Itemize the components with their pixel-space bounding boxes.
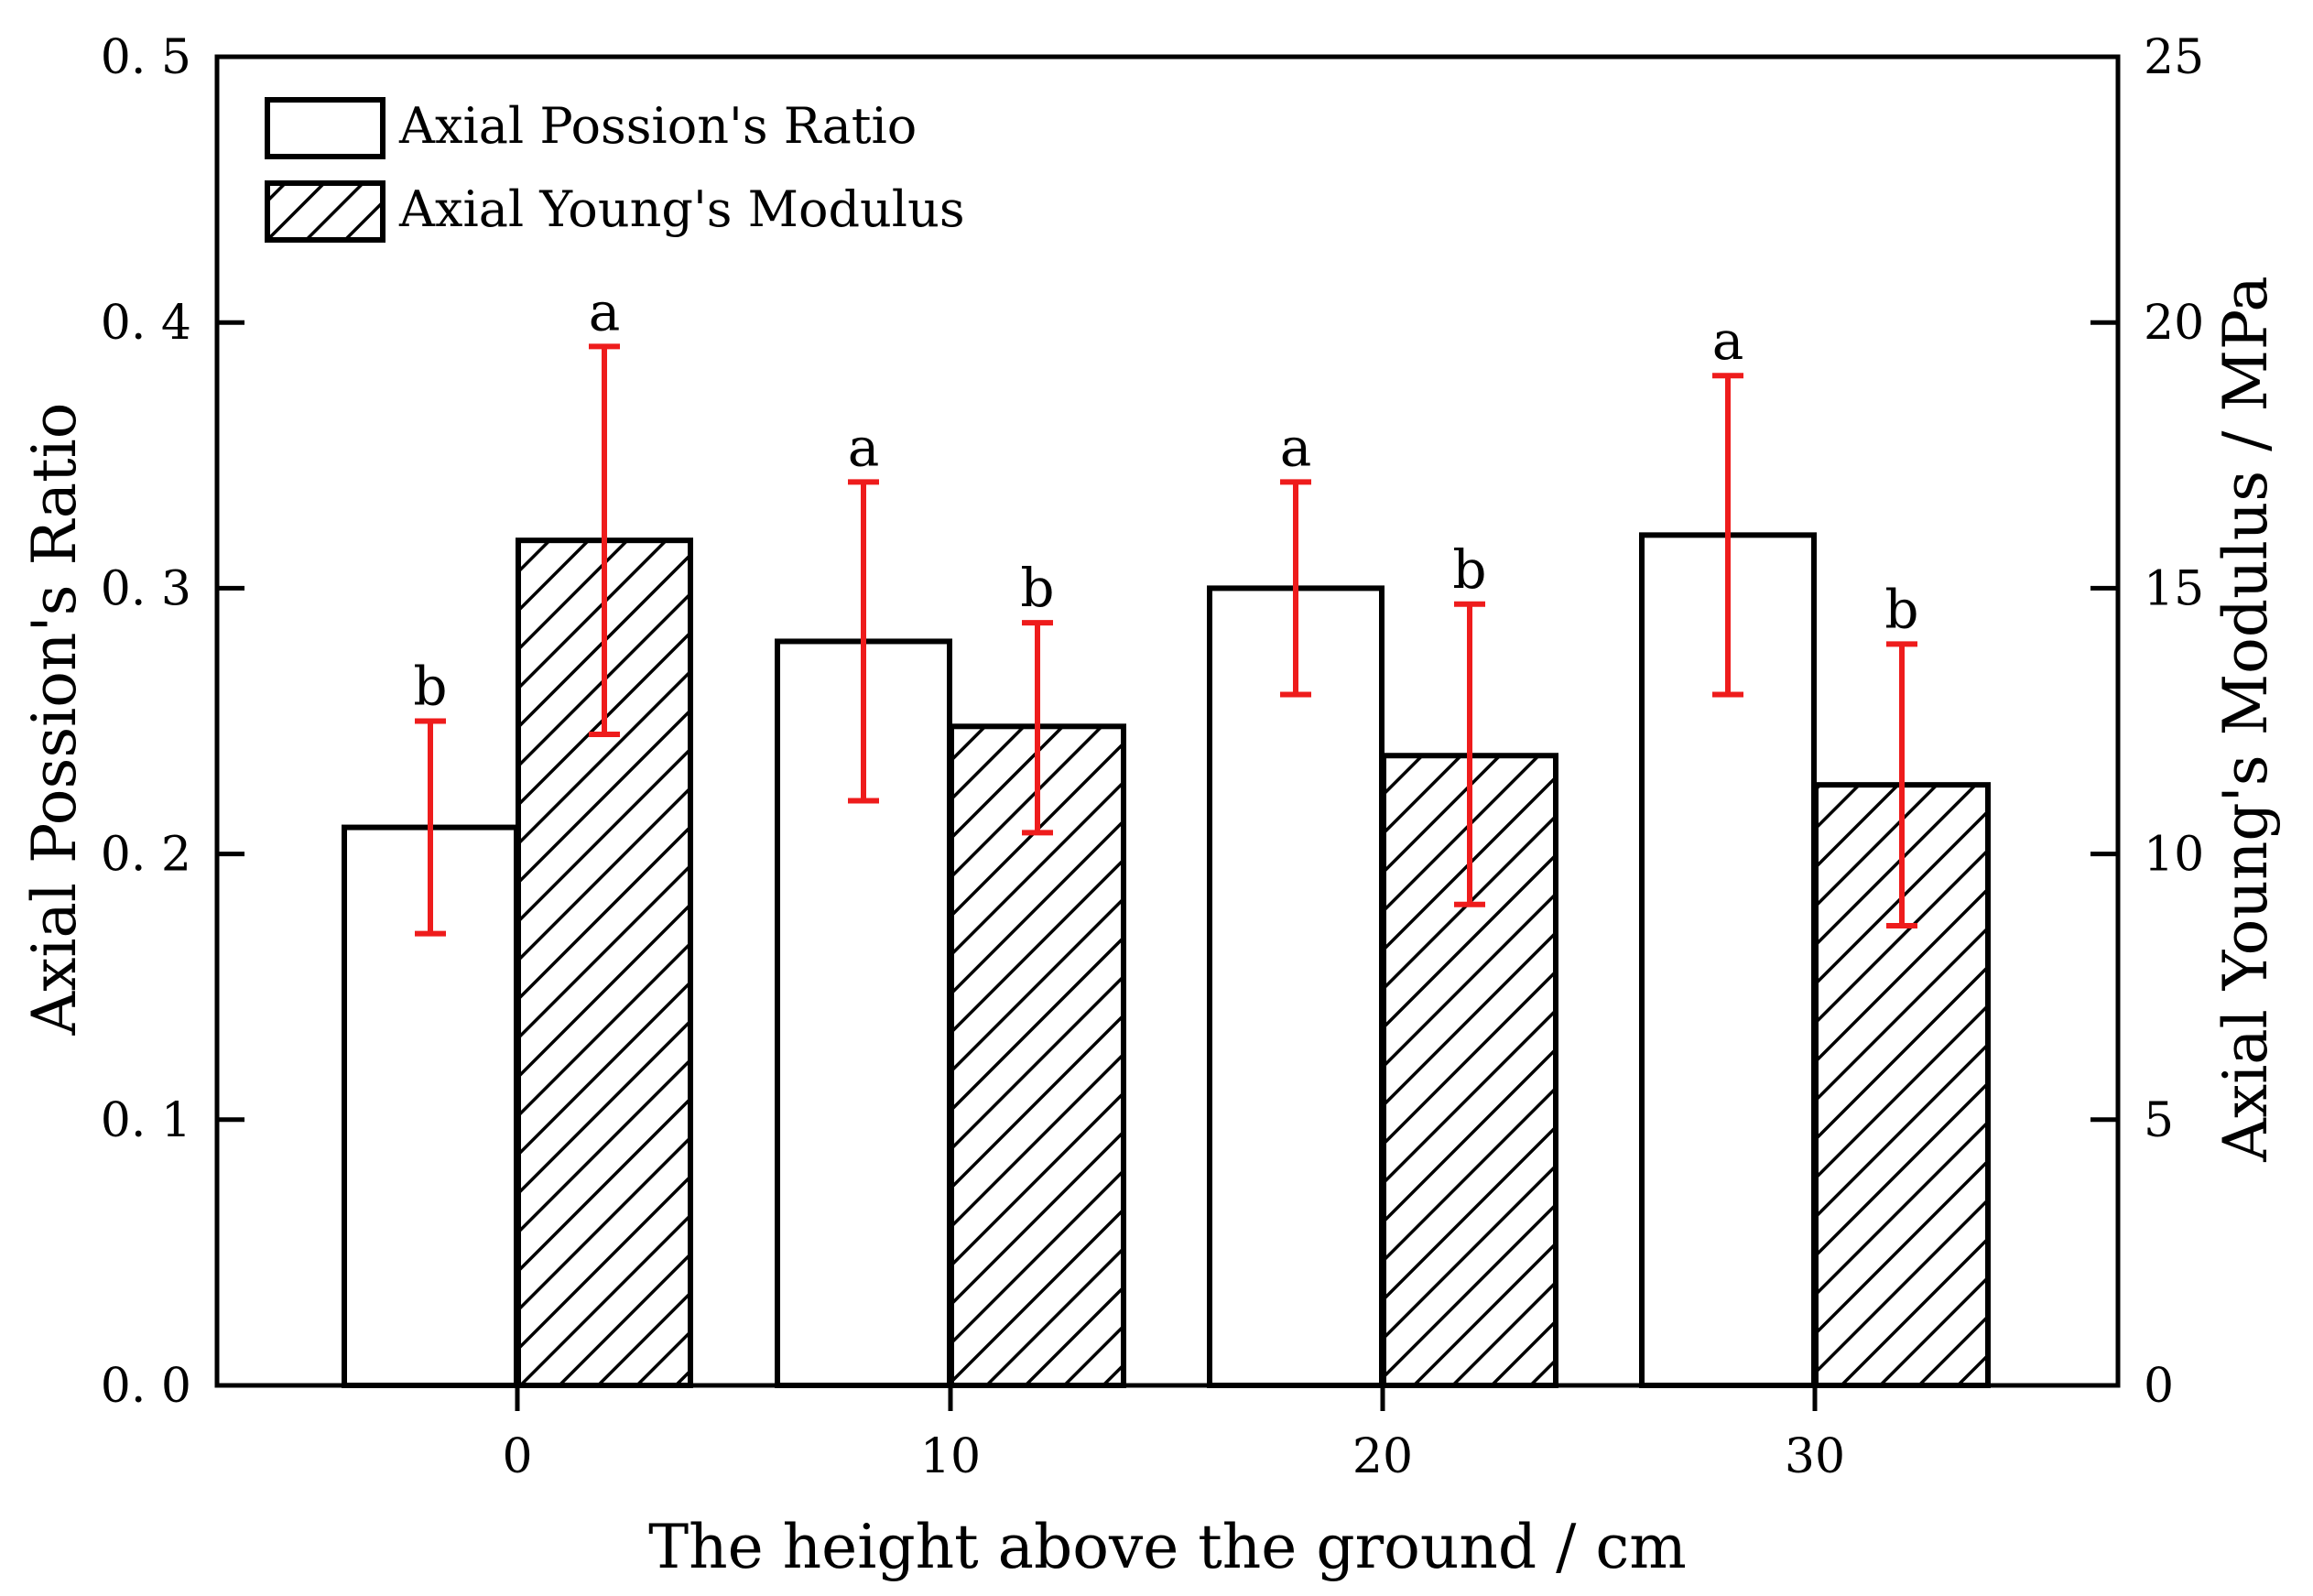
significance-label: a: [1280, 416, 1312, 478]
error-bar-poisson-20: [1280, 479, 1311, 698]
error-bar-poisson-0: [415, 718, 446, 937]
y-tick-label-right: 25: [2144, 30, 2204, 85]
significance-label: b: [1452, 538, 1486, 601]
significance-label: a: [1712, 309, 1744, 372]
y-axis-title-right: Axial Young's Modulus / MPa: [2210, 276, 2281, 1162]
significance-label: a: [589, 280, 621, 342]
error-bar-youngs-30: [1886, 641, 1917, 928]
y-tick-label-right: 5: [2144, 1093, 2174, 1148]
y-tick-label-right: 0: [2144, 1359, 2174, 1414]
y-axis-title-left: Axial Possion's Ratio: [19, 403, 90, 1037]
y-tick-label-left: 0. 1: [101, 1093, 191, 1148]
error-bar-poisson-10: [848, 479, 879, 804]
y-tick-label-left: 0. 4: [101, 296, 191, 351]
error-bar-poisson-30: [1712, 373, 1743, 698]
y-tick-label-right: 10: [2144, 828, 2204, 883]
y-tick-label-left: 0. 2: [101, 828, 191, 883]
significance-label: a: [848, 416, 880, 478]
x-tick-label: 20: [1352, 1429, 1413, 1484]
y-tick-label-left: 0. 5: [101, 30, 191, 85]
x-tick-label: 0: [502, 1429, 532, 1484]
legend: Axial Possion's Ratio Axial Young's Modu…: [265, 97, 965, 243]
y-tick-label-right: 20: [2144, 296, 2204, 351]
legend-swatch-poisson: [265, 97, 386, 159]
legend-swatch-youngs: [265, 180, 386, 243]
error-bar-youngs-20: [1454, 601, 1485, 907]
significance-label: b: [1020, 557, 1054, 619]
bar-poisson-20: [1207, 585, 1385, 1388]
legend-label-youngs: Axial Young's Modulus: [398, 180, 965, 238]
y-tick-label-left: 0. 3: [101, 561, 191, 616]
x-tick-label: 30: [1785, 1429, 1845, 1484]
bar-youngs-0: [516, 537, 693, 1388]
legend-label-poisson: Axial Possion's Ratio: [398, 97, 917, 155]
x-axis-title: The height above the ground / cm: [648, 1512, 1687, 1582]
significance-label: b: [1884, 578, 1918, 640]
x-tick-label: 10: [920, 1429, 981, 1484]
plot-frame: [214, 54, 2121, 1388]
significance-label: b: [413, 656, 447, 718]
y-tick-label-right: 15: [2144, 561, 2204, 616]
error-bar-youngs-10: [1022, 620, 1053, 836]
error-bar-youngs-0: [589, 343, 620, 738]
y-tick-label-left: 0. 0: [101, 1359, 191, 1414]
